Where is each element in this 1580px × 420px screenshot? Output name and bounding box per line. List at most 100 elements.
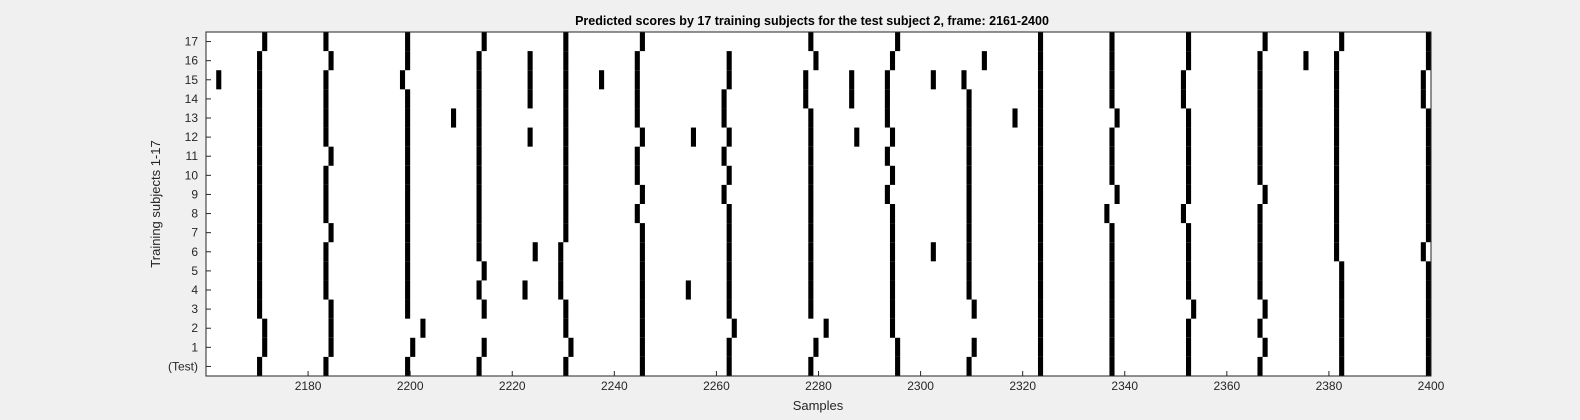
raster-cell [808,280,814,300]
raster-cell [1186,356,1192,376]
raster-cell [1303,51,1309,71]
raster-cell [405,51,411,71]
raster-cell [884,70,890,90]
raster-cell [1037,223,1044,243]
y-tick-label: 9 [191,187,198,201]
raster-cell [405,184,411,204]
raster-cell [1037,32,1044,52]
raster-cell [563,318,569,338]
raster-cell [726,165,732,185]
raster-cell [1114,108,1120,128]
raster-cell [476,204,482,224]
raster-cell [257,70,263,90]
x-tick-label: 2300 [907,379,934,393]
raster-cell [1191,299,1197,319]
raster-cell [1109,146,1115,166]
raster-cell [323,165,329,185]
raster-cell [813,51,819,71]
raster-cell [1257,108,1263,128]
raster-cell [1037,242,1044,262]
raster-cell [849,89,855,109]
raster-cell [257,184,263,204]
x-tick-label: 2200 [397,379,424,393]
raster-cell [634,204,640,224]
raster-cell [721,184,727,204]
raster-cell [889,242,896,262]
raster-cell [1186,337,1192,357]
raster-cell [527,70,533,90]
raster-cell [405,204,411,224]
raster-cell [981,51,987,71]
raster-cell [563,108,569,128]
raster-cell [889,280,896,300]
raster-cell [323,261,329,281]
raster-cell [563,223,569,243]
raster-cell [634,108,640,128]
raster-cell [1425,32,1431,52]
raster-cell [808,223,814,243]
raster-cell [1425,299,1431,319]
raster-cell [1109,318,1115,338]
raster-cell [966,127,972,147]
raster-cell [558,261,564,281]
raster-cell [966,242,972,262]
raster-cell [1109,89,1115,109]
raster-cell [328,146,334,166]
raster-cell [1425,261,1431,281]
raster-cell [726,242,732,262]
raster-cell [476,165,482,185]
y-tick-label: 12 [185,130,199,144]
y-tick-label: 7 [191,226,198,240]
y-tick-label: 2 [191,321,198,335]
raster-cell [563,165,569,185]
raster-cell [257,242,263,262]
raster-cell [1037,280,1044,300]
raster-cell [1180,70,1186,90]
raster-cell [726,299,732,319]
y-tick-label: 8 [191,207,198,221]
raster-cell [481,32,487,52]
raster-cell [1109,165,1115,185]
raster-cell [257,127,263,147]
raster-cell [1425,127,1431,147]
raster-cell [889,318,896,338]
raster-cell [563,89,569,109]
raster-cell [481,337,487,357]
raster-cell [1186,51,1192,71]
raster-cell [1425,318,1431,338]
raster-cell [1109,127,1115,147]
raster-cell [323,89,329,109]
raster-cell [895,32,901,52]
raster-cell [1037,146,1044,166]
raster-cell [1037,261,1044,281]
raster-cell [1334,146,1340,166]
raster-cell [476,89,482,109]
raster-cell [726,70,732,90]
raster-cell [323,242,329,262]
raster-cell [328,299,334,319]
raster-cell [323,204,329,224]
raster-cell [405,299,411,319]
y-tick-label: 4 [191,283,198,297]
raster-cell [1114,184,1120,204]
raster-cell [405,223,411,243]
raster-cell [726,261,732,281]
raster-cell [726,204,732,224]
raster-cell [405,261,411,281]
raster-cell [930,70,936,90]
raster-cell [884,108,890,128]
raster-cell [639,223,645,243]
raster-cell [1257,223,1263,243]
y-tick-label: 11 [186,149,199,163]
raster-cell [639,261,645,281]
raster-cell [1180,89,1186,109]
raster-cell [1109,356,1115,376]
raster-cell [1257,204,1263,224]
raster-cell [527,89,533,109]
raster-cell [889,223,896,243]
raster-cell [527,127,533,147]
raster-cell [1262,184,1268,204]
raster-cell [563,70,569,90]
y-axis-label: Training subjects 1-17 [148,140,163,267]
